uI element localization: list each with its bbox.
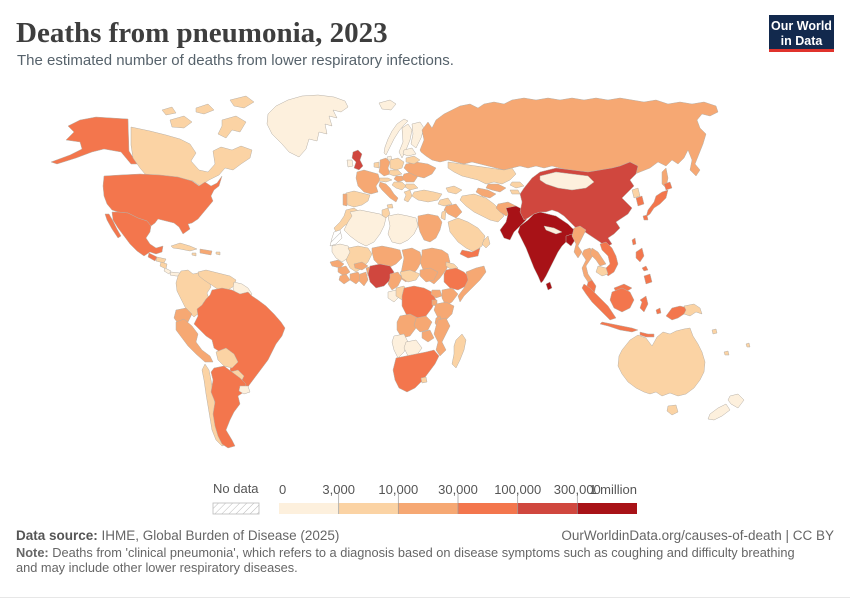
svg-text:300,000: 300,000: [554, 482, 601, 497]
svg-text:1 million: 1 million: [589, 482, 637, 497]
svg-text:100,000: 100,000: [494, 482, 541, 497]
svg-text:3,000: 3,000: [322, 482, 355, 497]
svg-text:10,000: 10,000: [378, 482, 418, 497]
svg-text:30,000: 30,000: [438, 482, 478, 497]
svg-text:0: 0: [279, 482, 286, 497]
